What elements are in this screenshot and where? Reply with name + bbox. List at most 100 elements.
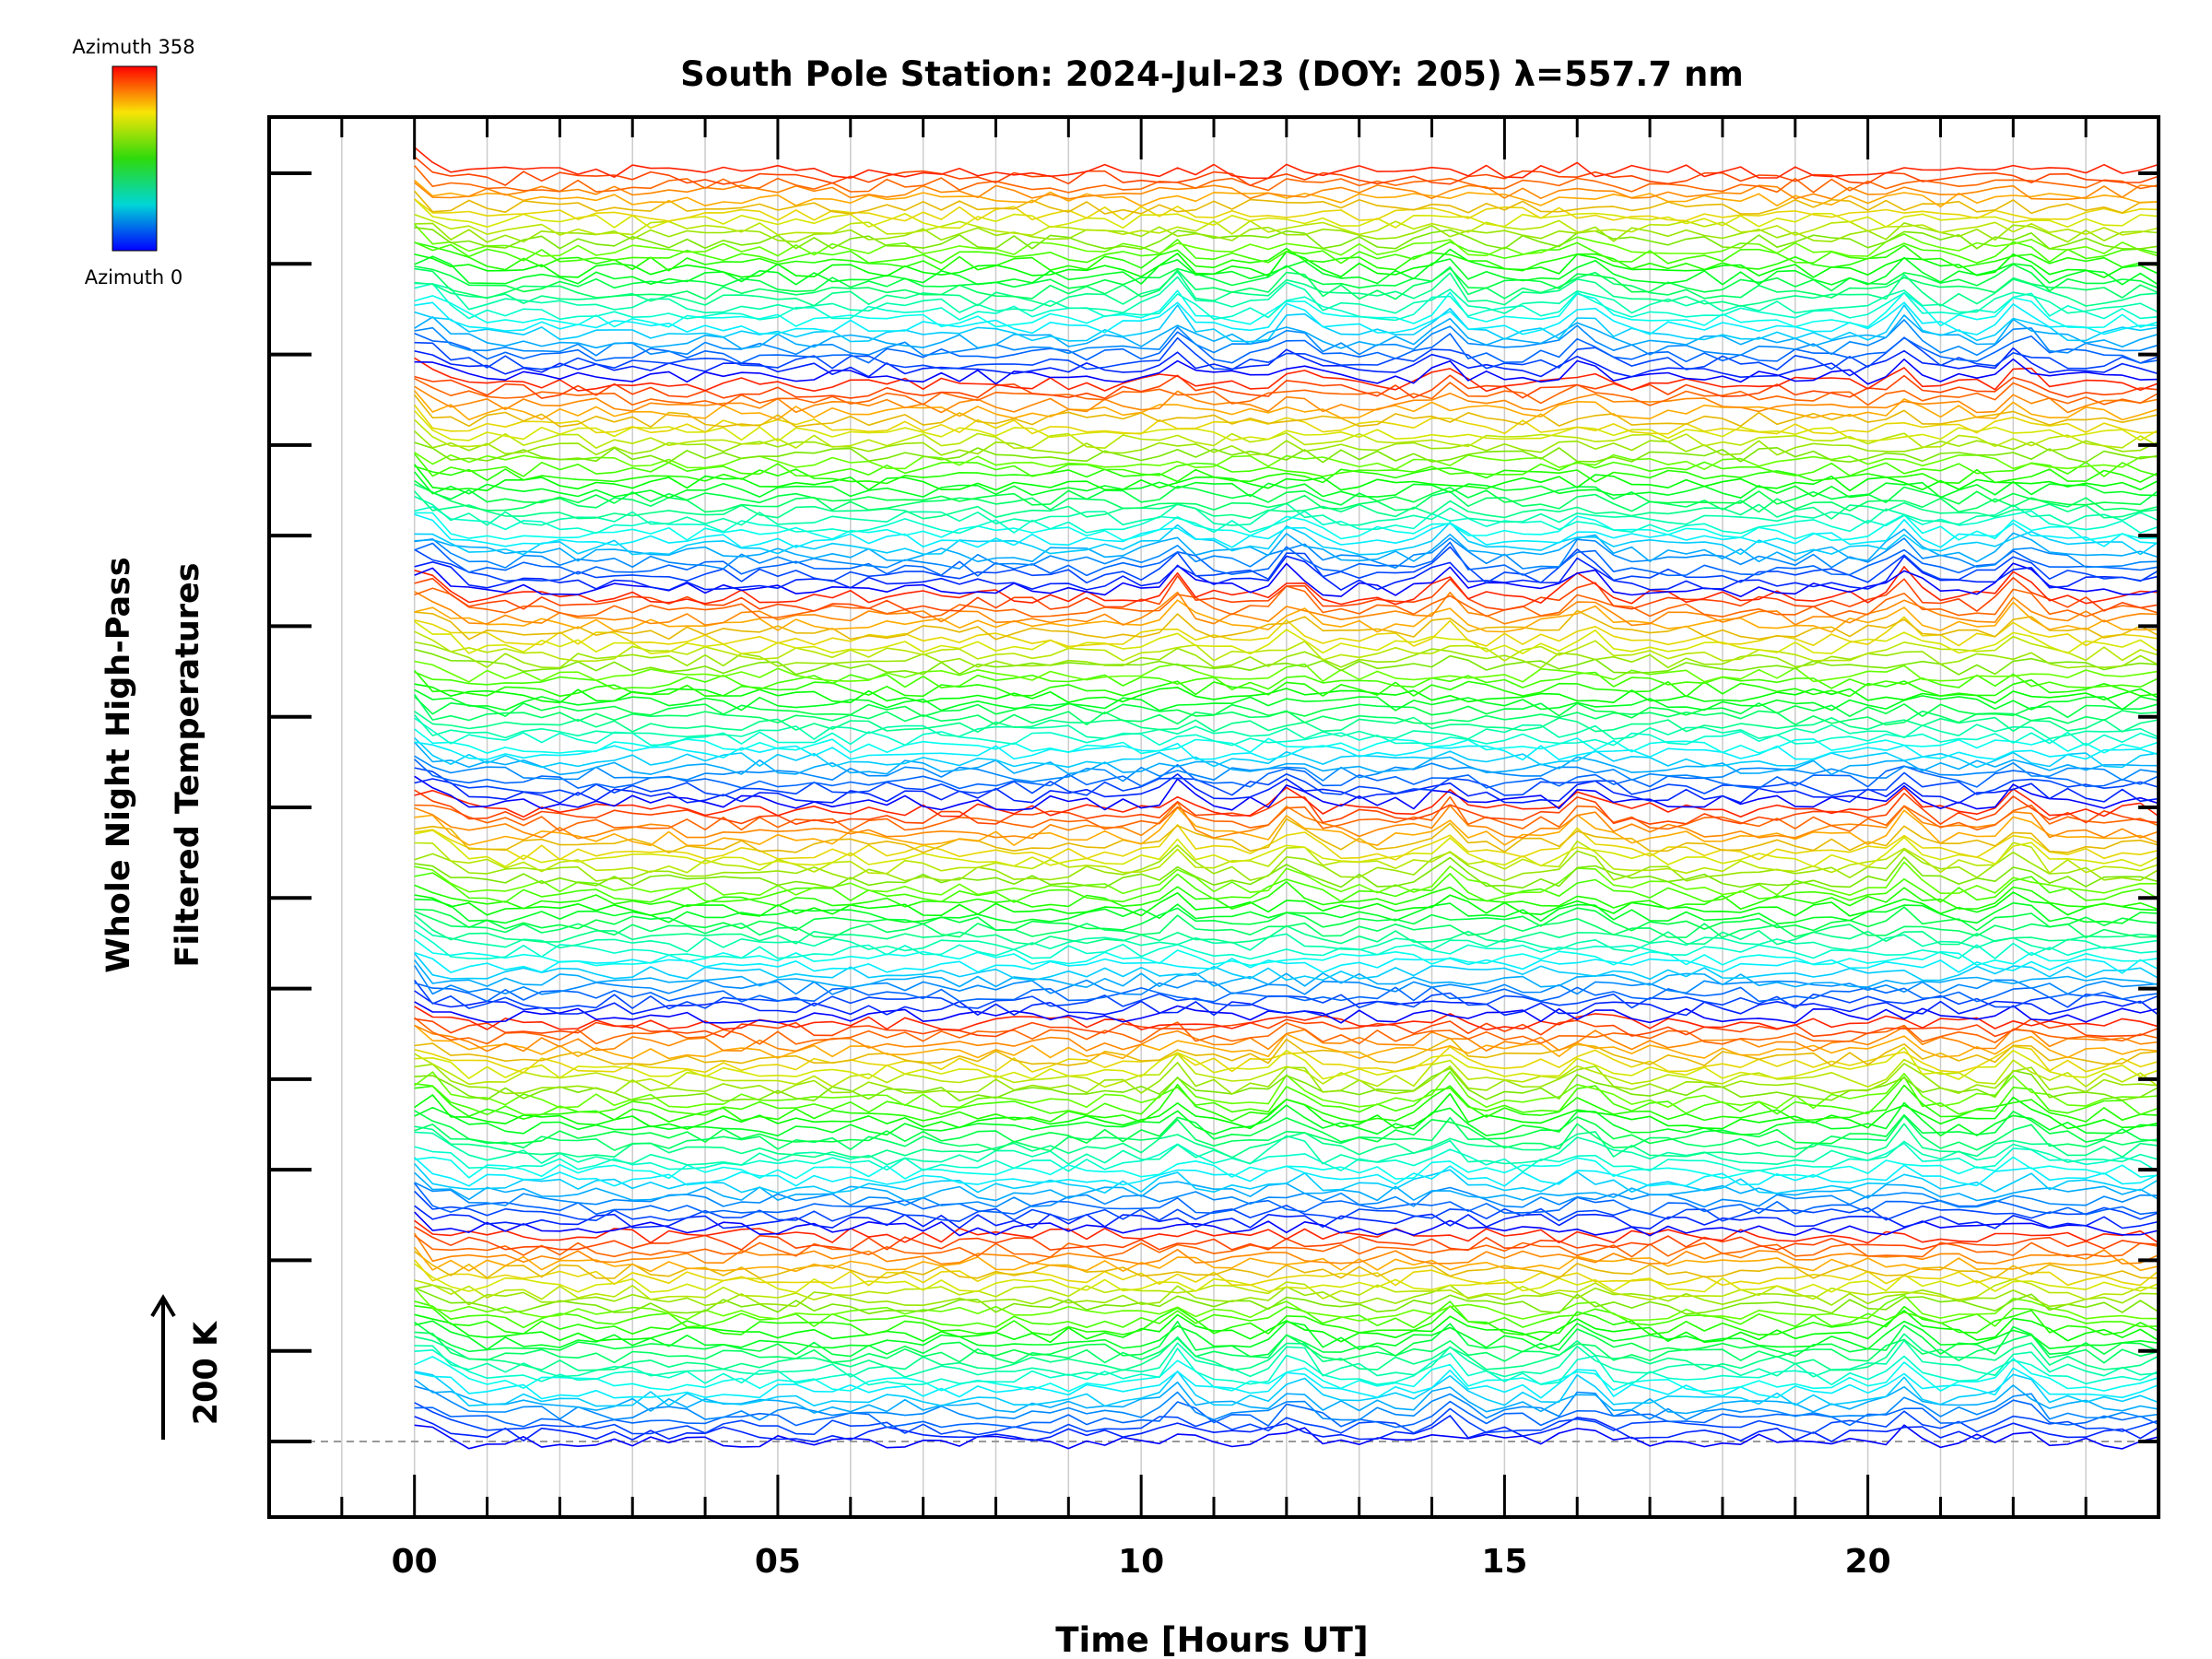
series-line [414,506,2159,535]
series-line [414,1234,2159,1258]
series-line [414,1219,2159,1244]
series-line [414,911,2159,939]
series-line [414,528,2159,563]
series-line [414,1110,2159,1145]
series-line [414,1018,2159,1039]
series-line [414,840,2159,875]
series-line [414,856,2159,889]
colorbar-label-top: Azimuth 358 [72,36,194,58]
series-line [414,227,2159,251]
series-line [414,1123,2159,1159]
series-line [414,319,2159,357]
series-line [414,156,2159,187]
series-line [414,358,2159,385]
series-line [414,990,2159,1017]
series-line [414,660,2159,683]
series-line [414,1339,2159,1378]
series-line [414,223,2159,257]
series-line [414,1356,2159,1393]
series-line [414,289,2159,329]
series-line [414,301,2159,335]
series-line [414,1263,2159,1294]
series-line [414,430,2159,456]
x-axis-label: Time [Hours UT] [1055,1620,1368,1659]
series-line [414,1190,2159,1222]
series-line [414,1006,2159,1031]
series-line [414,165,2159,194]
series-line [414,959,2159,989]
x-tick-label: 20 [1845,1543,1891,1581]
series-line [414,147,2159,180]
x-tick-label: 00 [392,1543,438,1581]
series-line [414,239,2159,265]
series-line [414,609,2159,641]
series-line [414,741,2159,776]
series-line [414,1053,2159,1088]
series-line [414,773,2159,805]
series-line [414,1163,2159,1194]
series-line [414,385,2159,414]
series-line [414,441,2159,464]
series-line [414,1278,2159,1300]
series-line [414,711,2159,734]
chart-title: South Pole Station: 2024-Jul-23 (DOY: 20… [680,54,1744,94]
series-line [414,767,2159,797]
series-line [414,1131,2159,1166]
series-line [414,347,2159,379]
series-line [414,453,2159,477]
series-line [414,1300,2159,1329]
y-axis-label-line2: Filtered Temperatures [170,562,206,967]
series-line [414,562,2159,598]
series-line [414,1371,2159,1407]
series-line [414,648,2159,676]
series-line [414,683,2159,704]
series-line [414,872,2159,903]
series-line [414,1287,2159,1315]
series-line [414,304,2159,343]
series-line [414,1288,2159,1322]
series-line [414,818,2159,853]
x-tick-labels: 00 05 10 15 20 [392,1543,1891,1581]
series-line [414,775,2159,811]
series-line [414,522,2159,556]
x-tick-label: 05 [755,1543,801,1581]
series-line [414,1205,2159,1230]
series-line [414,1045,2159,1074]
series-line [414,717,2159,747]
series-line [414,1115,2159,1152]
scale-bar-arrow-head [150,1294,176,1318]
series-line [414,331,2159,364]
series-line [414,795,2159,832]
series-line [414,255,2159,286]
series-line [414,263,2159,293]
series-line [414,377,2159,406]
series-line [414,1211,2159,1237]
series-line [414,1101,2159,1137]
series-line [414,802,2159,840]
series-line [414,1385,2159,1421]
scale-bar-label: 200 K [188,1320,225,1425]
series-line [414,282,2159,322]
grid-lines [341,117,2087,1517]
series-line [414,198,2159,229]
series-line [414,465,2159,485]
series-line [414,714,2159,740]
series-line [414,276,2159,314]
series-line [414,880,2159,911]
series-line [414,755,2159,782]
series-line [414,483,2159,513]
series-line [414,1083,2159,1124]
series-line [414,694,2159,726]
series-line [414,830,2159,868]
series-line [414,1399,2159,1429]
series-line [414,566,2159,606]
series-line [414,1156,2159,1180]
series-line [414,938,2159,967]
series-line [414,575,2159,612]
series-line [414,464,2159,492]
series-line [414,921,2159,953]
series-line [414,741,2159,761]
series-line [414,390,2159,421]
series-line [414,179,2159,208]
